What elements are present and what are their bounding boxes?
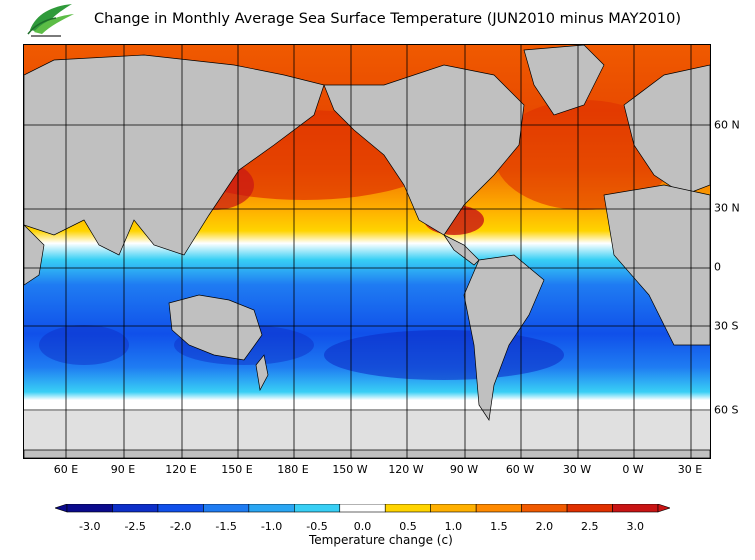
colorbar-title: Temperature change (c)	[309, 533, 453, 547]
colorbar-tick-label: 2.0	[535, 520, 554, 533]
colorbar-tick-label: 1.0	[444, 520, 463, 533]
colorbar-tick-label: -2.5	[124, 520, 146, 533]
lon-label: 90 E	[110, 463, 136, 476]
colorbar-box	[157, 504, 204, 513]
colorbar	[55, 504, 670, 513]
map-title: Change in Monthly Average Sea Surface Te…	[94, 11, 682, 27]
organization-logo	[27, 4, 74, 37]
lat-label: 0	[714, 260, 721, 274]
colorbar-tick-label: 0.5	[399, 520, 417, 533]
lon-label: 120 W	[388, 463, 424, 476]
colorbar-box	[294, 504, 341, 513]
lat-label: 30 S	[714, 319, 739, 333]
lon-label: 0 W	[622, 463, 644, 476]
map-canvas	[24, 45, 710, 458]
colorbar-box	[384, 504, 431, 513]
lon-label: 30 E	[677, 463, 703, 476]
colorbar-tick-label: 3.0	[626, 520, 645, 533]
colorbar-box	[203, 504, 250, 513]
colorbar-box	[430, 504, 477, 513]
lat-label: 60 S	[714, 403, 739, 417]
colorbar-tick-label: -3.0	[78, 520, 101, 533]
colorbar-box	[339, 504, 386, 513]
colorbar-box	[66, 504, 113, 513]
lon-label: 150 E	[221, 463, 253, 476]
colorbar-high-arrow	[657, 504, 670, 513]
colorbar-tick-label: 2.5	[581, 520, 599, 533]
colorbar-tick-label: -1.0	[260, 520, 283, 533]
lon-label: 30 W	[562, 463, 592, 476]
lon-label: 180 E	[277, 463, 309, 476]
lat-label: 60 N	[714, 118, 740, 132]
colorbar-box	[521, 504, 568, 513]
colorbar-low-arrow	[55, 504, 68, 513]
colorbar-box	[566, 504, 613, 513]
colorbar-tick-label: 1.5	[490, 520, 508, 533]
colorbar-tick-label: 0.0	[353, 520, 372, 533]
land-masses	[24, 45, 710, 458]
sst-change-map	[23, 44, 711, 459]
colorbar-box	[612, 504, 659, 513]
lon-label: 150 W	[332, 463, 368, 476]
colorbar-box	[475, 504, 522, 513]
graticule	[24, 45, 710, 458]
lon-label: 120 E	[165, 463, 197, 476]
colorbar-tick-label: -1.5	[215, 520, 237, 533]
colorbar-boxes	[66, 504, 659, 513]
lon-label: 60 W	[505, 463, 535, 476]
colorbar-box	[112, 504, 159, 513]
lon-label: 90 W	[449, 463, 479, 476]
colorbar-box	[248, 504, 295, 513]
colorbar-tick-label: -2.0	[169, 520, 192, 533]
lat-label: 30 N	[714, 201, 740, 215]
colorbar-tick-label: -0.5	[306, 520, 328, 533]
lon-label: 60 E	[53, 463, 79, 476]
